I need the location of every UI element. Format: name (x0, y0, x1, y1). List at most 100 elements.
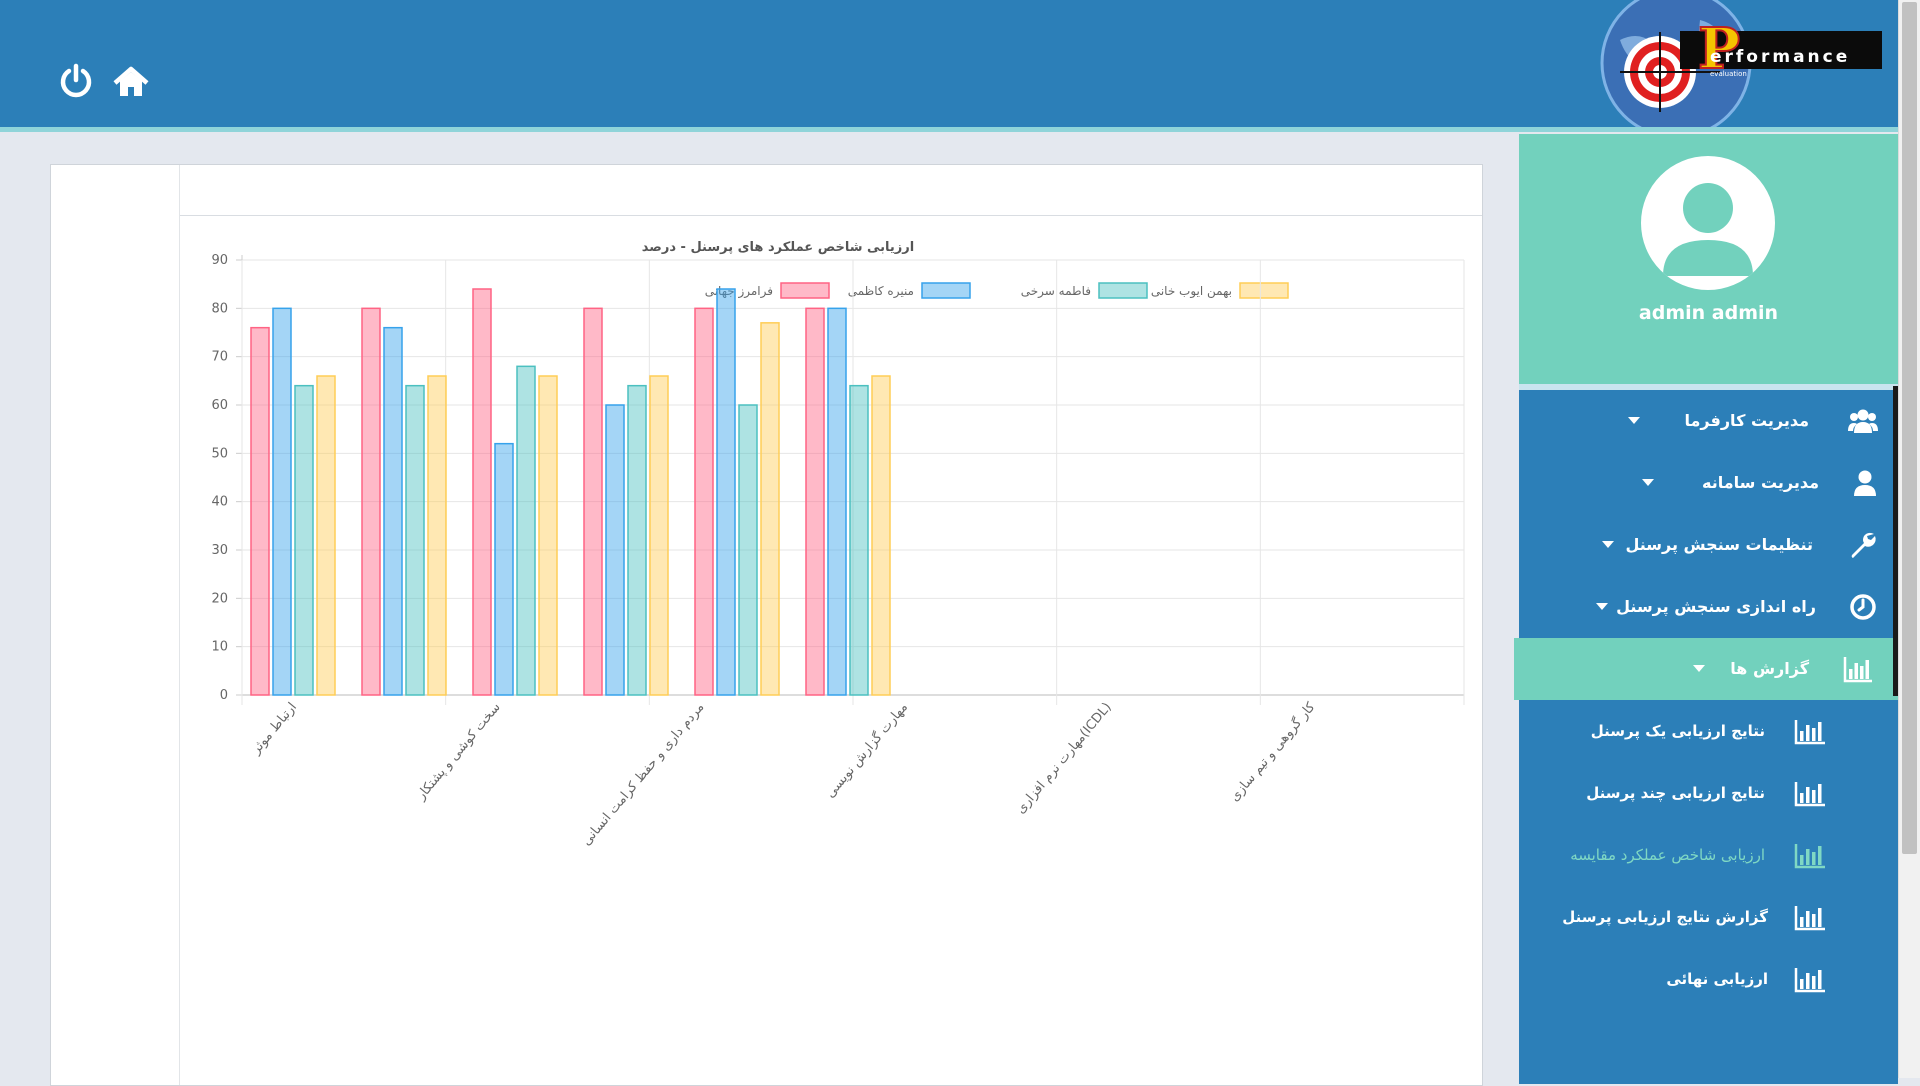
submenu-label: ارزیابی نهائی (1666, 970, 1768, 988)
profile-panel: admin admin (1519, 134, 1898, 390)
bar (694, 307, 714, 696)
bar (583, 307, 603, 696)
bar-chart-icon (1794, 968, 1825, 993)
bar (405, 384, 425, 696)
user-avatar-icon[interactable] (1641, 156, 1775, 290)
sidebar-edge-divider (1893, 386, 1898, 696)
bar (472, 288, 492, 696)
content-header (180, 165, 1482, 216)
x-tick-label: سخت کوشی و پشتکار (413, 700, 504, 804)
bar (871, 375, 891, 696)
submenu-personnel-results-report[interactable]: گزارش نتایج ارزیابی پرسنل (1519, 886, 1898, 948)
sidebar-item-label: مدیریت سامانه (1702, 473, 1819, 492)
bar (294, 384, 314, 696)
sidebar: admin admin مدیریت کارفرما مدیریت سامانه (1514, 134, 1898, 1084)
user-icon (1854, 470, 1876, 496)
wrench-icon (1851, 532, 1876, 558)
sidebar-menu: مدیریت کارفرما مدیریت سامانه تنظیمات سنج… (1514, 390, 1898, 1010)
submenu-label: گزارش نتایج ارزیابی پرسنل (1562, 908, 1768, 926)
logo-text: erformance (1710, 47, 1850, 67)
legend-swatch (1098, 282, 1148, 299)
sidebar-item-evaluation-settings[interactable]: تنظیمات سنجش پرسنل (1519, 514, 1898, 576)
legend-label: بهمن ایوب خانی (1151, 284, 1232, 299)
sidebar-item-label: تنظیمات سنجش پرسنل (1625, 535, 1813, 554)
y-tick-label: 80 (211, 301, 228, 316)
content-panel: ارزیابی شاخص عملکرد های پرسنل - درصد بهمن… (50, 164, 1483, 1086)
submenu-multiple-personnel-results[interactable]: نتایج ارزیابی چند پرسنل (1519, 762, 1898, 824)
bar (250, 326, 270, 696)
y-tick-label: 20 (211, 591, 228, 606)
x-tick-label: مهارت نرم افزاری(ICDL) (1013, 700, 1114, 817)
chart-container: ارزیابی شاخص عملکرد های پرسنل - درصد بهمن… (179, 165, 1482, 1085)
bar (649, 375, 669, 696)
sidebar-item-reports[interactable]: گزارش ها (1514, 638, 1898, 700)
bar (494, 442, 514, 696)
legend-swatch (1239, 282, 1289, 299)
y-tick-label: 10 (211, 640, 228, 655)
y-tick-label: 0 (220, 688, 228, 703)
username: admin admin (1638, 302, 1779, 324)
home-icon[interactable] (111, 62, 151, 102)
chart-title: ارزیابی شاخص عملکرد های پرسنل - درصد (642, 240, 914, 255)
y-tick-label: 40 (211, 495, 228, 510)
y-tick-label: 50 (211, 446, 228, 461)
bar (805, 307, 825, 696)
bar-chart-icon (1794, 720, 1825, 745)
x-tick-label: کار گروهی و تیم سازی (1226, 699, 1319, 805)
bar-chart-icon (1794, 782, 1825, 807)
submenu-performance-comparison[interactable]: ارزیابی شاخص عملکرد مقایسه (1519, 824, 1898, 886)
legend-label: فاطمه سرخی (1021, 284, 1091, 299)
submenu-label: نتایج ارزیابی یک پرسنل (1590, 722, 1765, 740)
legend-swatch (780, 282, 830, 299)
bar-chart-icon (1843, 657, 1872, 683)
bar (849, 384, 869, 696)
bar-chart-icon (1794, 906, 1825, 931)
chevron-down-icon (1693, 665, 1705, 672)
y-tick-label: 30 (211, 543, 228, 558)
x-tick-label: مهارت گزارش نویسی (822, 699, 911, 801)
scrollbar-thumb[interactable] (1902, 2, 1917, 854)
submenu-single-personnel-results[interactable]: نتایج ارزیابی یک پرسنل (1519, 700, 1898, 762)
sidebar-item-system-management[interactable]: مدیریت سامانه (1519, 452, 1898, 514)
logo-subtext: evaluation (1710, 70, 1747, 78)
sidebar-item-label: مدیریت کارفرما (1684, 411, 1810, 430)
submenu-final-evaluation[interactable]: ارزیابی نهائی (1519, 948, 1898, 1010)
y-tick-label: 60 (211, 398, 228, 413)
bar (627, 384, 647, 696)
chevron-down-icon (1596, 603, 1608, 610)
x-tick-label: ارتباط موثر (248, 700, 300, 758)
legend-label: منیره کاظمی (848, 284, 914, 299)
y-tick-label: 90 (211, 253, 228, 268)
legend-label: فرامرز جهانی (705, 284, 773, 299)
bar (383, 326, 403, 696)
y-tick-label: 70 (211, 350, 228, 365)
bar (427, 375, 447, 696)
clock-icon (1850, 594, 1876, 620)
bar (272, 307, 292, 696)
submenu-label: ارزیابی شاخص عملکرد مقایسه (1570, 846, 1765, 864)
users-icon (1848, 409, 1878, 433)
bar (738, 404, 758, 696)
sidebar-item-evaluation-setup[interactable]: راه اندازی سنجش پرسنل (1519, 576, 1898, 638)
submenu-label: نتایج ارزیابی چند پرسنل (1586, 784, 1765, 802)
bar (760, 322, 780, 696)
legend-swatch (921, 282, 971, 299)
top-header: P erformance evaluation (0, 0, 1898, 132)
chevron-down-icon (1602, 541, 1614, 548)
vertical-scrollbar[interactable] (1898, 0, 1920, 1078)
chevron-down-icon (1628, 417, 1640, 424)
bar (605, 404, 625, 696)
bar (316, 375, 336, 696)
power-icon[interactable] (56, 62, 96, 102)
bar (827, 307, 847, 696)
x-tick-label: مردم داری و حفظ کرامت انسانی (579, 700, 707, 849)
bar-chart-icon (1794, 844, 1825, 869)
bar (516, 365, 536, 696)
sidebar-item-label: گزارش ها (1730, 659, 1809, 678)
bar-chart: ارزیابی شاخص عملکرد های پرسنل - درصد بهمن… (211, 240, 1465, 849)
performance-logo: P erformance evaluation (1600, 0, 1882, 127)
chevron-down-icon (1642, 479, 1654, 486)
sidebar-item-employer-management[interactable]: مدیریت کارفرما (1519, 390, 1898, 452)
bar (716, 288, 736, 696)
bar (361, 307, 381, 696)
